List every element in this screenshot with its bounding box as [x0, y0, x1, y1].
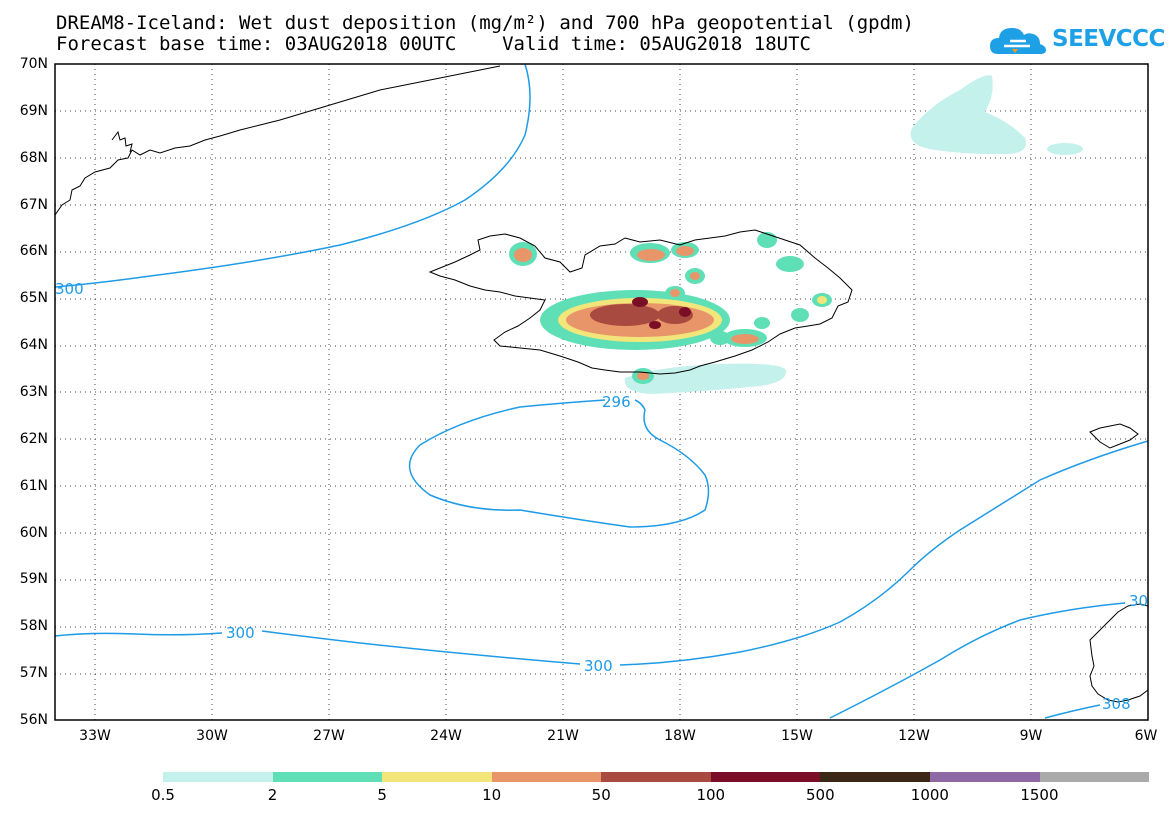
contour-label: 300 [55, 280, 84, 298]
latitude-label: 69N [19, 102, 48, 119]
legend-label: 0.5 [151, 786, 175, 804]
longitude-label: 12W [898, 728, 930, 744]
latitude-label: 65N [19, 290, 48, 307]
longitude-label: 21W [547, 728, 579, 744]
legend-swatch [601, 772, 711, 782]
longitude-label: 6W [1134, 728, 1158, 744]
legend-label: 1500 [1020, 786, 1059, 804]
legend-swatch [163, 772, 273, 782]
longitude-label: 27W [313, 728, 345, 744]
gridlines [55, 64, 1148, 720]
legend-swatch [820, 772, 930, 782]
latitude-label: 63N [19, 384, 48, 401]
contour-label-group: 300 296 300 300 30 308 30 [55, 280, 1148, 713]
latitude-label: 62N [19, 430, 48, 447]
contour-label: 308 [1102, 695, 1131, 713]
latitude-label: 60N [19, 524, 48, 541]
latitude-label: 57N [19, 665, 48, 682]
longitude-label: 18W [664, 728, 696, 744]
legend-swatch [1039, 772, 1150, 782]
logo-text: SEEVCCC [1052, 26, 1165, 52]
legend-label: 1000 [910, 786, 949, 804]
legend-swatch [929, 772, 1040, 782]
longitude-label: 30W [196, 728, 228, 744]
latitude-label: 70N [19, 56, 48, 72]
legend-swatch [382, 772, 492, 782]
map-subtitle: Forecast base time: 03AUG2018 00UTC Vali… [56, 33, 811, 55]
cloud-logo-icon [990, 28, 1046, 54]
latitude-label: 59N [19, 571, 48, 588]
longitude-label: 9W [1019, 728, 1043, 744]
map-title: DREAM8-Iceland: Wet dust deposition (mg/… [56, 12, 914, 34]
latitude-label: 67N [19, 196, 48, 213]
color-legend [163, 772, 1150, 782]
legend-swatch [710, 772, 821, 782]
legend-swatch [491, 772, 602, 782]
legend-label: 100 [696, 786, 726, 804]
legend-label: 10 [482, 786, 502, 804]
contour-label: 300 [226, 624, 255, 642]
contour-label: 300 [584, 657, 613, 675]
dust-deposition-shading [509, 75, 1083, 394]
legend-label: 500 [806, 786, 835, 804]
latitude-label: 66N [19, 243, 48, 260]
legend-label: 5 [377, 786, 387, 804]
latitude-label: 56N [19, 712, 48, 729]
contour-label: 30 [1129, 592, 1148, 610]
latitude-label: 64N [19, 337, 48, 354]
contour-label: 296 [602, 393, 631, 411]
longitude-label: 24W [430, 728, 462, 744]
geopotential-contours [54, 63, 1149, 719]
legend-label: 2 [267, 786, 278, 804]
longitude-label: 15W [781, 728, 813, 744]
coastlines [54, 65, 1149, 703]
map-frame [54, 63, 1149, 721]
legend-swatch [272, 772, 383, 782]
latitude-label: 68N [19, 149, 48, 166]
latitude-label: 58N [19, 618, 48, 635]
legend-label: 50 [591, 786, 611, 804]
longitude-label: 33W [79, 728, 111, 744]
latitude-label: 61N [19, 477, 48, 494]
